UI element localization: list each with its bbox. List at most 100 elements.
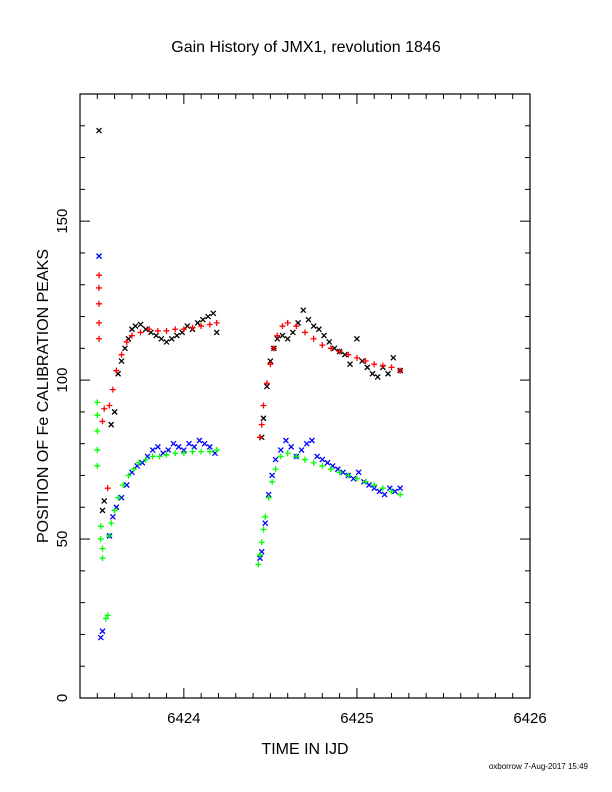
- data-point: [125, 472, 132, 479]
- data-point: [260, 402, 267, 409]
- data-point: [397, 491, 404, 498]
- data-point: [109, 386, 116, 393]
- data-point: [189, 448, 196, 455]
- data-point: [279, 323, 286, 330]
- y-axis-label: POSITION OF Fe CALIBRATION PEAKS: [35, 249, 52, 543]
- data-point: [163, 327, 170, 334]
- data-point: [106, 402, 113, 409]
- data-point: [118, 351, 125, 358]
- y-tick-label: 100: [54, 368, 71, 393]
- data-point: [388, 364, 395, 371]
- data-point: [196, 437, 203, 444]
- data-marks: [94, 127, 404, 641]
- data-point: [298, 447, 305, 454]
- data-point: [99, 507, 106, 514]
- data-point: [132, 323, 139, 330]
- data-point: [366, 482, 372, 488]
- data-point: [319, 342, 326, 349]
- data-point: [180, 447, 187, 454]
- data-point: [101, 497, 108, 504]
- data-point: [315, 326, 322, 333]
- data-point: [388, 488, 395, 495]
- data-point: [283, 437, 289, 444]
- data-point: [99, 555, 106, 562]
- data-point: [180, 450, 187, 457]
- data-point: [206, 321, 213, 328]
- data-point: [146, 326, 153, 333]
- data-point: [345, 472, 352, 479]
- data-point: [135, 459, 142, 466]
- data-point: [137, 321, 144, 328]
- data-point: [371, 361, 378, 368]
- data-point: [341, 351, 348, 358]
- data-point: [175, 443, 182, 450]
- data-point: [265, 491, 272, 498]
- data-point: [353, 475, 360, 482]
- data-point: [94, 412, 101, 419]
- y-tick-label: 150: [54, 209, 71, 234]
- data-point: [111, 408, 118, 415]
- data-point: [284, 319, 291, 326]
- data-point: [260, 415, 267, 422]
- data-point: [284, 335, 291, 342]
- data-point: [340, 469, 347, 476]
- data-point: [106, 532, 113, 539]
- data-point: [96, 272, 103, 279]
- data-point: [96, 319, 103, 326]
- data-point: [205, 313, 212, 320]
- data-point: [137, 329, 144, 336]
- data-point: [262, 520, 269, 527]
- data-point: [257, 551, 263, 558]
- data-point: [263, 383, 270, 390]
- data-point: [263, 380, 270, 387]
- data-point: [172, 326, 179, 333]
- data-point: [154, 443, 161, 450]
- data-point: [109, 513, 116, 520]
- data-point: [274, 332, 281, 339]
- data-point: [359, 358, 366, 364]
- data-point: [255, 561, 262, 568]
- data-point: [258, 421, 265, 428]
- data-point: [120, 482, 127, 489]
- data-point: [96, 335, 103, 342]
- data-point: [172, 450, 179, 457]
- data-point: [336, 348, 343, 355]
- data-point: [277, 447, 284, 454]
- data-point: [128, 332, 135, 339]
- data-point: [139, 459, 146, 466]
- data-point: [94, 427, 101, 434]
- data-point: [198, 323, 205, 330]
- data-point: [284, 450, 291, 457]
- data-point: [158, 335, 165, 342]
- y-tick-label: 0: [54, 694, 71, 702]
- data-point: [173, 332, 180, 339]
- data-point: [267, 361, 274, 368]
- x-tick-label: 6424: [167, 710, 200, 727]
- data-point: [194, 319, 201, 326]
- data-point: [288, 443, 295, 450]
- data-point: [345, 351, 352, 358]
- data-point: [99, 545, 106, 552]
- data-point: [371, 482, 378, 489]
- data-point: [279, 332, 286, 339]
- data-point: [324, 459, 331, 466]
- data-point: [327, 466, 334, 473]
- data-point: [213, 447, 220, 454]
- data-point: [170, 440, 177, 447]
- x-axis-label: TIME IN IJD: [261, 741, 348, 758]
- data-point: [355, 469, 362, 476]
- data-point: [189, 324, 196, 331]
- data-point: [184, 323, 191, 330]
- data-point: [99, 418, 106, 425]
- axis-ticks: 6424 6425 6426 0 50 100 150: [54, 94, 547, 727]
- data-point: [274, 335, 281, 342]
- data-point: [104, 612, 111, 619]
- data-point: [123, 338, 130, 345]
- data-point: [118, 358, 125, 364]
- data-point: [397, 367, 404, 374]
- data-point: [180, 326, 187, 333]
- data-point: [113, 367, 120, 374]
- data-point: [123, 482, 130, 488]
- data-point: [198, 448, 205, 455]
